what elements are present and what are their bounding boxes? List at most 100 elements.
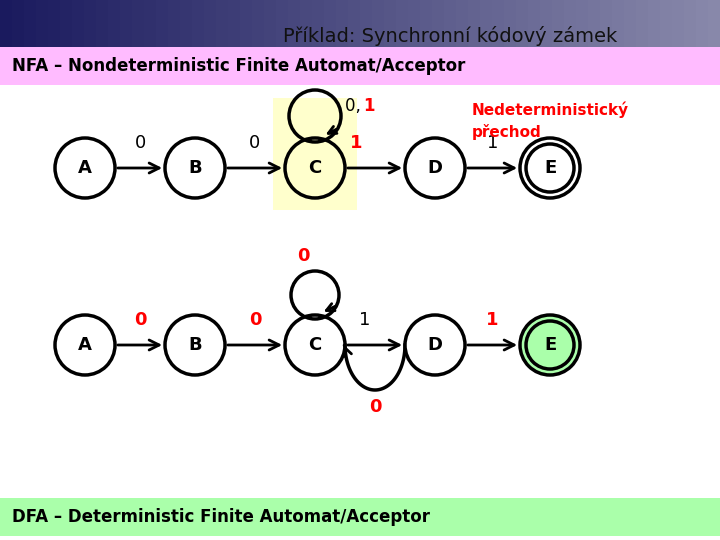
Bar	[60, 0, 72, 72]
Bar	[192, 0, 204, 72]
Text: B: B	[188, 336, 202, 354]
Text: A: A	[78, 159, 92, 177]
Text: B: B	[188, 159, 202, 177]
Bar	[180, 0, 192, 72]
Bar	[300, 0, 312, 72]
Bar	[420, 0, 432, 72]
Bar	[288, 0, 300, 72]
Bar	[0, 498, 720, 536]
Bar	[408, 0, 420, 72]
Circle shape	[405, 315, 465, 375]
Circle shape	[55, 138, 115, 198]
Text: E: E	[544, 336, 556, 354]
Bar	[12, 0, 24, 72]
Bar	[648, 0, 660, 72]
Text: C: C	[308, 159, 322, 177]
Bar	[312, 0, 324, 72]
Bar	[336, 0, 348, 72]
Bar	[528, 0, 540, 72]
Bar	[708, 0, 720, 72]
Bar	[348, 0, 360, 72]
Bar	[132, 0, 144, 72]
Bar	[216, 0, 228, 72]
Bar	[156, 0, 168, 72]
Bar	[492, 0, 504, 72]
Text: 0: 0	[369, 398, 382, 416]
Bar	[264, 0, 276, 72]
Bar	[564, 0, 576, 72]
Bar	[660, 0, 672, 72]
Bar	[396, 0, 408, 72]
Text: 1: 1	[350, 134, 362, 152]
Circle shape	[520, 138, 580, 198]
Text: 0: 0	[297, 247, 310, 265]
Bar	[252, 0, 264, 72]
Text: A: A	[78, 336, 92, 354]
Bar	[84, 0, 96, 72]
Circle shape	[405, 138, 465, 198]
Bar	[432, 0, 444, 72]
Bar	[0, 0, 12, 72]
Text: NFA – Nondeterministic Finite Automat/Acceptor: NFA – Nondeterministic Finite Automat/Ac…	[12, 57, 465, 75]
Bar	[696, 0, 708, 72]
Bar	[576, 0, 588, 72]
Bar	[324, 0, 336, 72]
Bar	[96, 0, 108, 72]
Bar	[240, 0, 252, 72]
Text: 0: 0	[135, 134, 145, 152]
Bar	[276, 0, 288, 72]
Bar	[672, 0, 684, 72]
Circle shape	[285, 138, 345, 198]
Text: C: C	[308, 336, 322, 354]
Text: D: D	[428, 336, 443, 354]
Circle shape	[520, 315, 580, 375]
Circle shape	[165, 138, 225, 198]
Bar	[36, 0, 48, 72]
Text: 0: 0	[248, 311, 261, 329]
Bar	[684, 0, 696, 72]
Bar	[120, 0, 132, 72]
Bar	[588, 0, 600, 72]
Circle shape	[285, 315, 345, 375]
Bar	[456, 0, 468, 72]
Bar	[273, 98, 357, 210]
Bar	[624, 0, 636, 72]
Text: Nedeterministický: Nedeterministický	[472, 102, 629, 118]
Bar	[612, 0, 624, 72]
Bar	[384, 0, 396, 72]
Bar	[360, 0, 372, 72]
Circle shape	[165, 315, 225, 375]
Bar	[48, 0, 60, 72]
Bar	[72, 0, 84, 72]
Bar	[372, 0, 384, 72]
Text: 1: 1	[487, 134, 498, 152]
Bar	[168, 0, 180, 72]
Bar	[444, 0, 456, 72]
Bar	[144, 0, 156, 72]
Text: 0: 0	[134, 311, 146, 329]
Bar	[108, 0, 120, 72]
Bar	[480, 0, 492, 72]
Bar	[504, 0, 516, 72]
Bar	[636, 0, 648, 72]
Bar	[468, 0, 480, 72]
Text: 0,: 0,	[345, 97, 366, 115]
Bar	[24, 0, 36, 72]
Circle shape	[55, 315, 115, 375]
Text: 0: 0	[249, 134, 261, 152]
Bar	[552, 0, 564, 72]
Bar	[540, 0, 552, 72]
Bar	[0, 47, 720, 85]
Text: E: E	[544, 159, 556, 177]
Bar	[600, 0, 612, 72]
Bar	[228, 0, 240, 72]
Text: přechod: přechod	[472, 124, 541, 140]
Text: 1: 1	[359, 311, 371, 329]
Text: D: D	[428, 159, 443, 177]
Bar	[204, 0, 216, 72]
Text: 1: 1	[363, 97, 374, 115]
Text: 1: 1	[486, 311, 499, 329]
Text: DFA – Deterministic Finite Automat/Acceptor: DFA – Deterministic Finite Automat/Accep…	[12, 508, 430, 526]
Text: Příklad: Synchronní kódový zámek: Příklad: Synchronní kódový zámek	[283, 26, 617, 46]
Bar	[516, 0, 528, 72]
